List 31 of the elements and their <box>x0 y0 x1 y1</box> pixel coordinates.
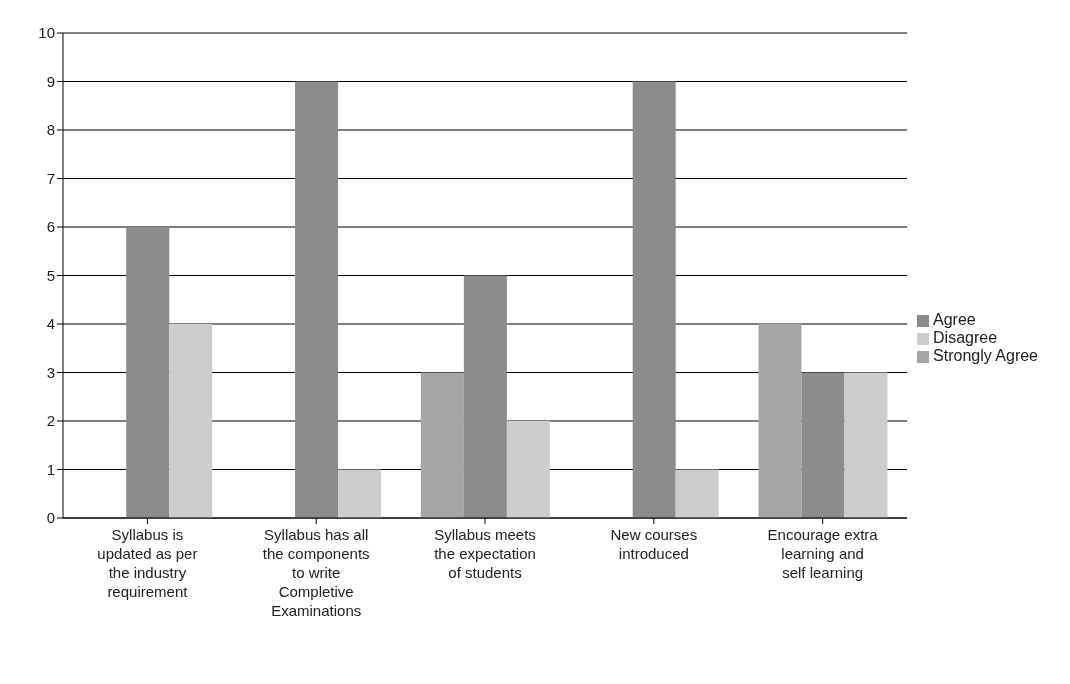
y-tick-label: 5 <box>46 266 55 284</box>
y-tick-label: 3 <box>46 363 55 381</box>
y-tick-label: 9 <box>46 72 55 90</box>
bar <box>844 372 888 518</box>
y-tick-label: 0 <box>46 509 55 527</box>
y-tick-label: 10 <box>38 24 55 42</box>
y-tick-label: 6 <box>46 218 55 236</box>
bar <box>506 421 550 518</box>
y-tick-label: 1 <box>46 460 55 478</box>
legend-label: Disagree <box>933 329 998 346</box>
x-tick-label: New courses introduced <box>610 526 698 562</box>
bar <box>169 324 213 518</box>
x-tick-label: Syllabus has all the components to write Completive Examinations <box>262 526 370 619</box>
y-tick-label: 4 <box>46 315 55 333</box>
bar <box>295 81 339 518</box>
legend-label: Strongly Agree <box>933 347 1038 364</box>
y-tick-label: 8 <box>46 121 55 139</box>
bar <box>801 372 845 518</box>
legend-label: Agree <box>933 311 976 328</box>
bar <box>632 81 676 518</box>
bar <box>338 469 382 518</box>
y-tick-label: 2 <box>46 412 55 430</box>
y-tick-label: 7 <box>46 169 55 187</box>
bar <box>758 324 802 518</box>
x-tick-label: Syllabus meets the expectation of students <box>434 526 536 581</box>
x-tick-label: Syllabus is updated as per the industry requirement <box>97 526 198 600</box>
bar <box>420 372 464 518</box>
bar <box>463 275 507 518</box>
x-tick-label: Encourage extra learning and self learning <box>767 526 879 581</box>
bar <box>126 227 170 518</box>
bar <box>675 469 719 518</box>
